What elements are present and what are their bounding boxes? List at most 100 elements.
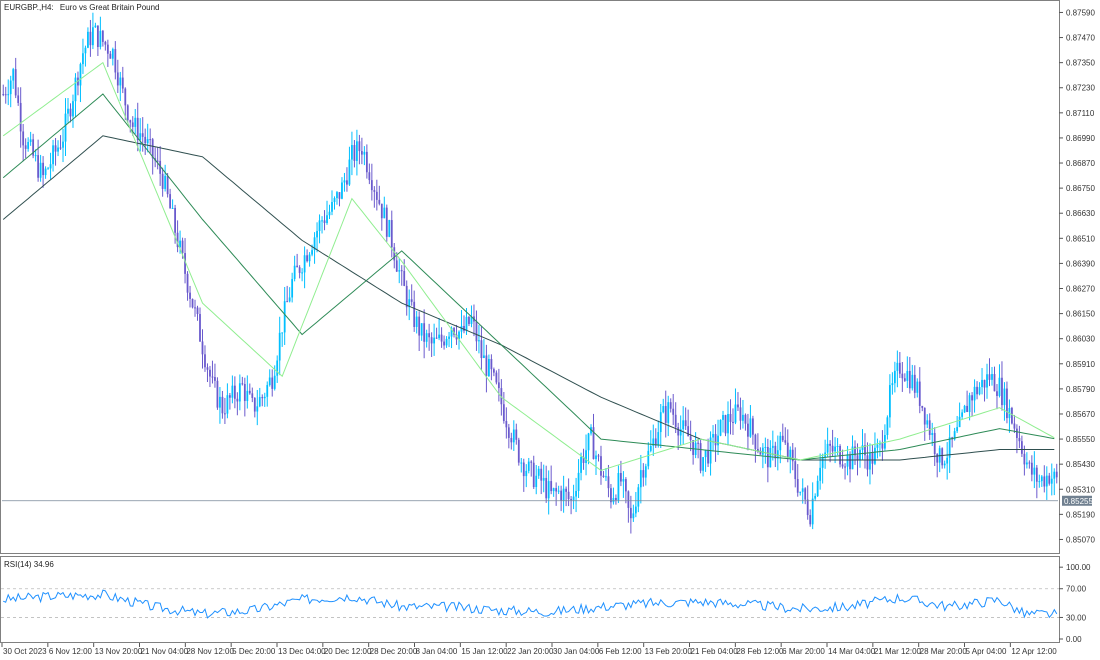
candle-body [928, 420, 931, 435]
candle-body [87, 31, 89, 48]
time-tick-label: 14 Mar 04:00 [828, 647, 876, 656]
candle-body [759, 450, 762, 455]
candle-body [96, 25, 99, 48]
moving-average-slow [2, 135, 1055, 461]
candle-body [624, 479, 627, 492]
candle-body [851, 446, 854, 470]
candle-body [527, 461, 530, 471]
candle-body [398, 270, 401, 272]
candle-body [615, 497, 617, 501]
candle-body [485, 355, 488, 377]
candle-body [74, 77, 77, 102]
candle-body [819, 467, 822, 481]
candle-body [448, 336, 450, 339]
candle-body [104, 41, 107, 45]
candle-body [311, 250, 313, 255]
candle-body [704, 449, 707, 458]
candle-body [288, 297, 291, 302]
candle-body [674, 414, 677, 428]
rsi-plot-area[interactable] [1, 588, 1059, 619]
candle-body [682, 420, 685, 430]
candle-body [689, 436, 692, 441]
candle-body [278, 332, 281, 361]
candle-body [241, 383, 244, 385]
candle-body [672, 408, 675, 415]
candle-body [540, 468, 543, 481]
price-panel-frame [0, 0, 1060, 554]
candle-body [946, 457, 949, 464]
candle-body [662, 406, 665, 413]
candle-body [121, 77, 124, 89]
candle-body [72, 101, 74, 117]
candle-body [214, 377, 216, 381]
price-tick-label: 0.85070 [1066, 535, 1095, 544]
candle-body [968, 395, 971, 413]
candle-body [702, 457, 704, 471]
candle-body [557, 490, 560, 492]
candle-body [580, 456, 582, 473]
time-tick-label: 5 Apr 04:00 [966, 647, 1007, 656]
candle-body [408, 299, 411, 308]
candle-body [1023, 453, 1026, 465]
candle-body [774, 445, 777, 459]
time-tick-label: 12 Apr 12:00 [1011, 647, 1057, 656]
candle-body [433, 337, 436, 344]
candle-body [458, 331, 460, 340]
rsi-line [3, 589, 1058, 619]
candle-body [134, 117, 137, 127]
candle-body [717, 435, 719, 446]
price-tick-label: 0.85550 [1066, 435, 1095, 444]
time-tick-label: 15 Jan 12:00 [461, 647, 508, 656]
candle-body [410, 299, 413, 302]
candle-body [246, 390, 249, 402]
candle-body [1053, 471, 1056, 479]
moving-average-mid [2, 93, 1055, 461]
rsi-tick-label: 70.00 [1066, 585, 1087, 594]
candle-body [268, 377, 271, 386]
candle-body [1055, 471, 1058, 478]
time-tick-label: 22 Jan 20:00 [507, 647, 554, 656]
candle-body [161, 173, 164, 189]
price-tick-label: 0.86390 [1066, 259, 1095, 268]
candle-body [151, 139, 154, 159]
candle-body [228, 395, 231, 398]
candle-body [642, 470, 645, 478]
candle-body [1013, 423, 1016, 429]
candle-body [44, 168, 47, 176]
candle-body [697, 442, 700, 444]
candle-body [667, 402, 670, 423]
price-tick-label: 0.86750 [1066, 184, 1095, 193]
candle-body [864, 445, 866, 456]
candle-body [806, 499, 809, 516]
candle-body [871, 452, 874, 464]
candle-body [525, 470, 528, 477]
candle-body [383, 207, 386, 219]
candle-body [565, 488, 568, 492]
price-tick-label: 0.85910 [1066, 360, 1095, 369]
candle-body [184, 253, 186, 274]
candle-body [537, 468, 540, 476]
candle-body [734, 404, 737, 423]
candle-body [375, 191, 378, 200]
candle-body [308, 254, 311, 262]
candle-body [413, 301, 416, 327]
price-plot-area[interactable] [2, 12, 1058, 534]
candle-body [388, 220, 391, 237]
candle-body [296, 265, 299, 268]
candle-body [657, 432, 660, 446]
price-tick-label: 0.86030 [1066, 335, 1095, 344]
candle-body [94, 25, 97, 28]
candle-body [79, 64, 82, 86]
candle-body [692, 440, 695, 455]
rsi-axis: 100.00 70.00 30.00 0.00 [1059, 563, 1091, 644]
candle-body [789, 449, 792, 458]
candle-body [570, 499, 572, 501]
candle-body [839, 446, 841, 465]
candle-body [1018, 438, 1021, 442]
candle-body [844, 466, 846, 468]
candle-body [22, 131, 25, 146]
candle-body [206, 367, 209, 370]
candle-body [286, 301, 289, 303]
candle-body [587, 433, 590, 451]
